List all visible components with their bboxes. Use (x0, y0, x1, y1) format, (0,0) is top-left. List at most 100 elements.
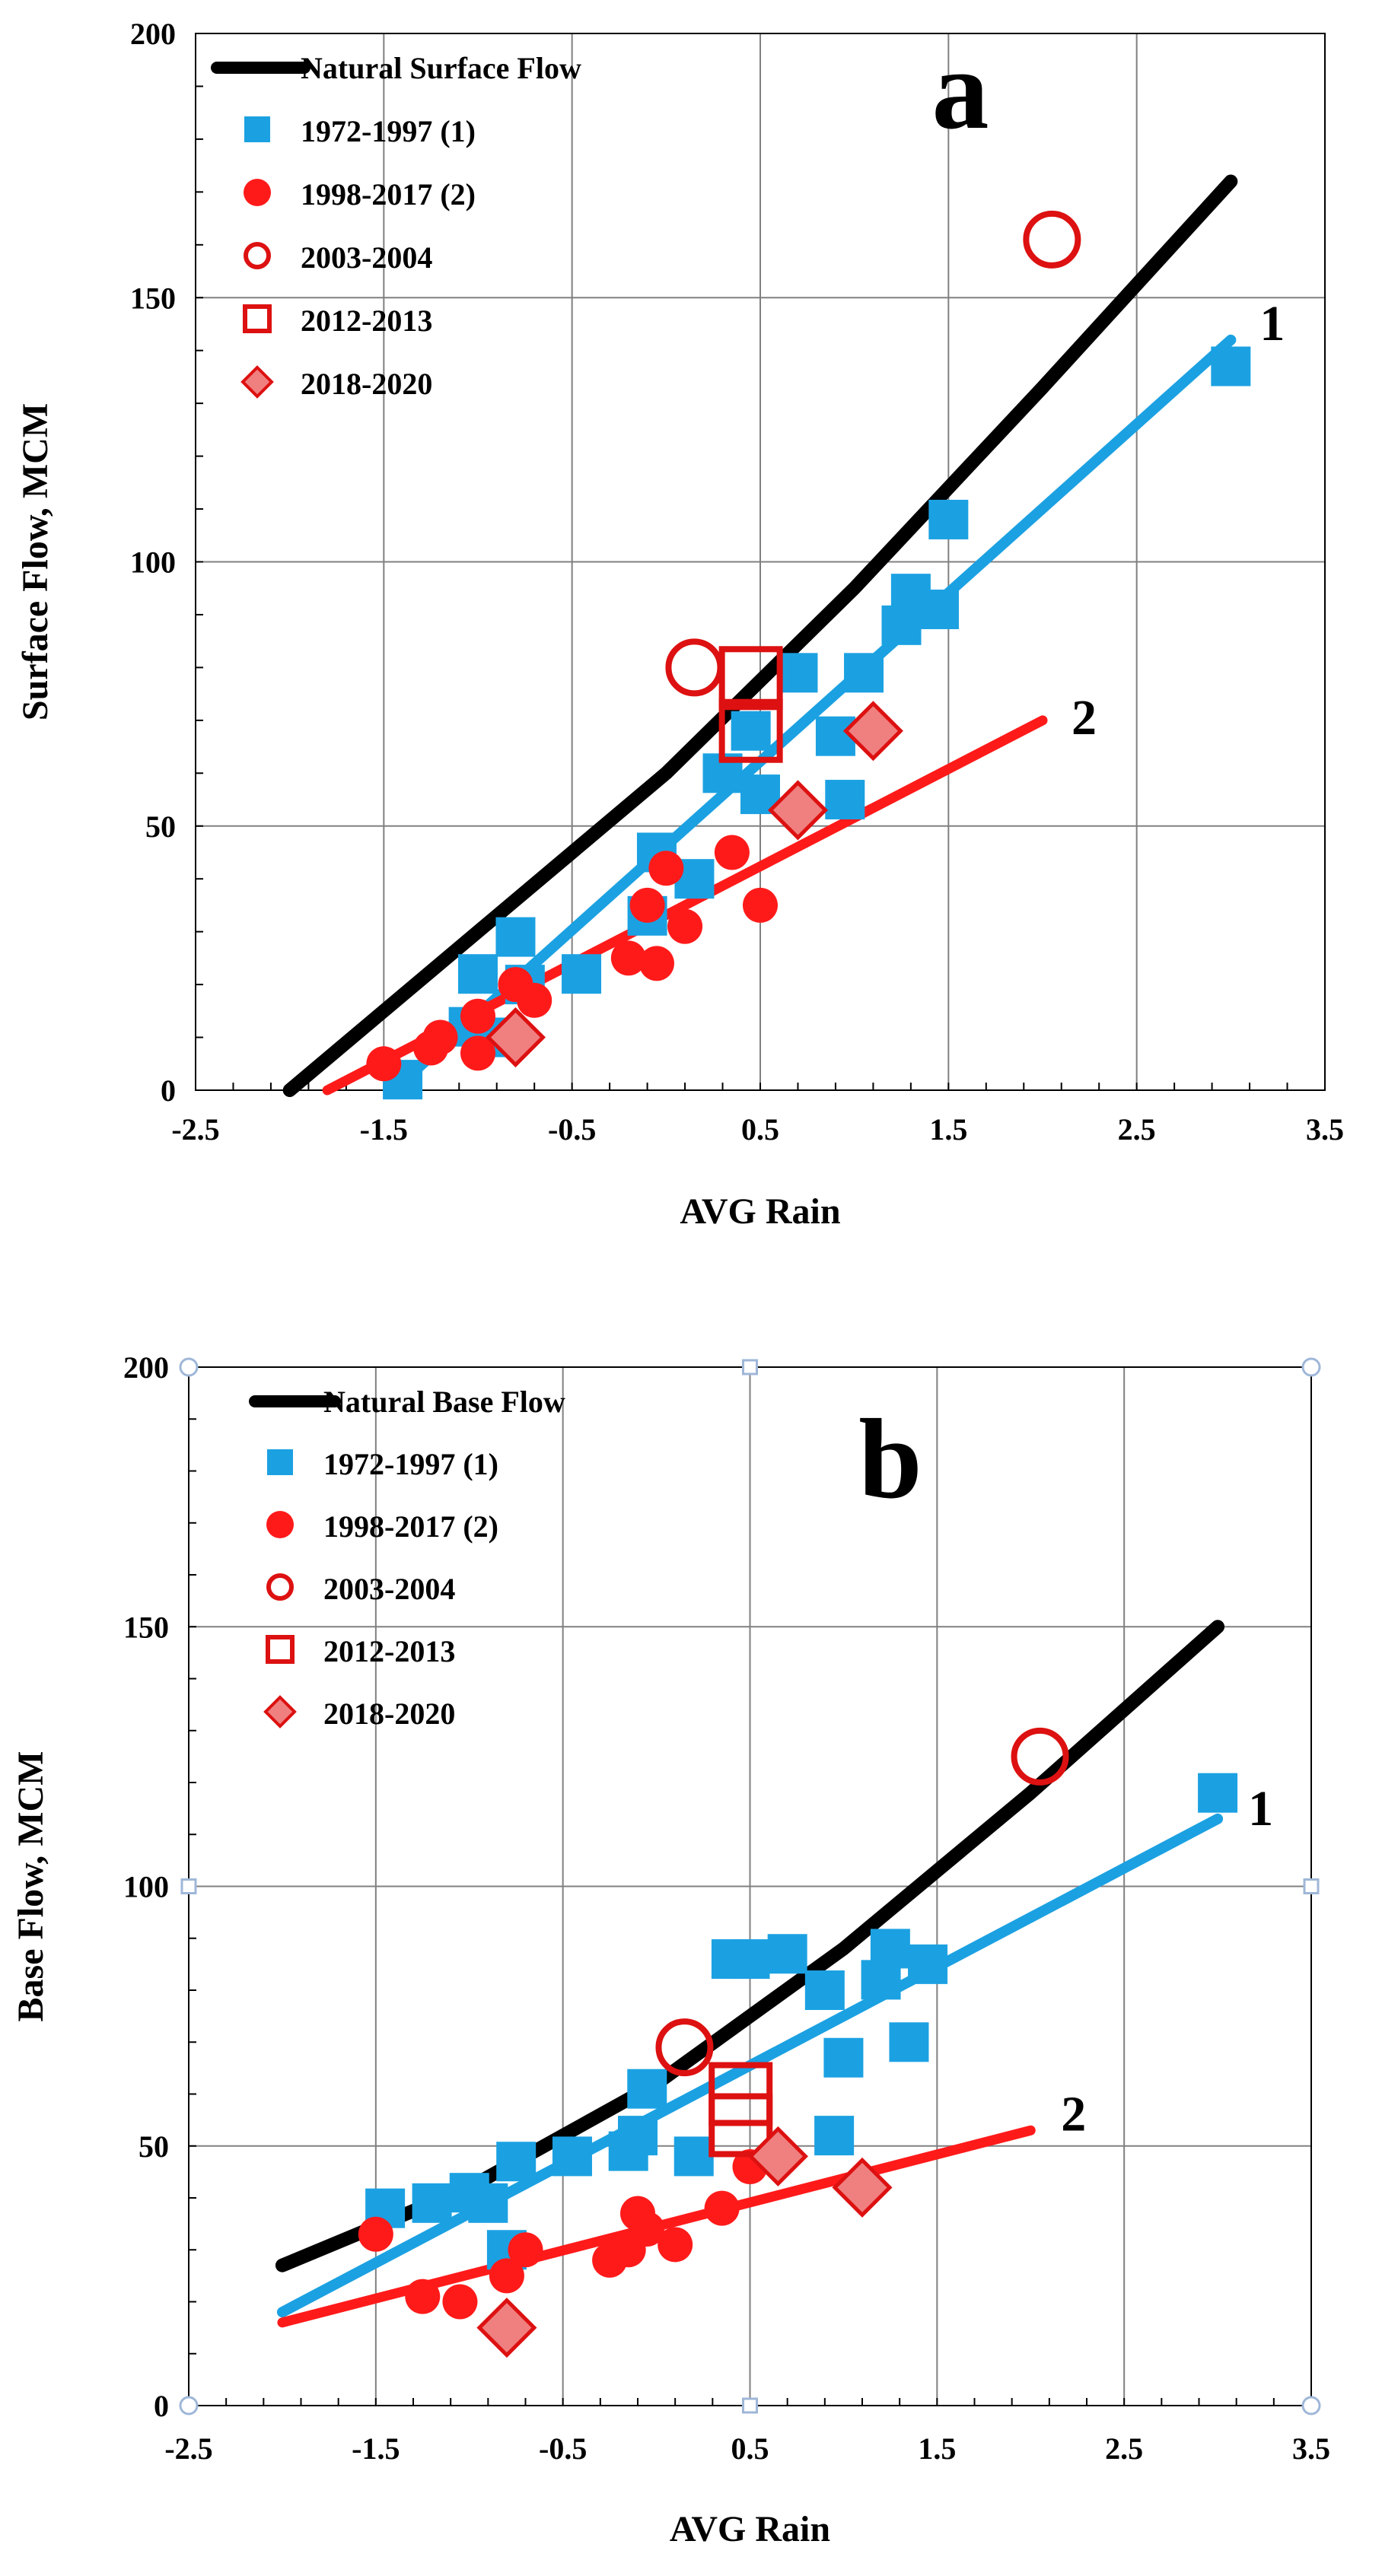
panel-b-resize-handle-corner[interactable] (1301, 2396, 1321, 2415)
panel-a-point-square (495, 917, 536, 957)
panel-b-y-tick-label: 50 (139, 2129, 169, 2164)
panel-b-point-diamond (476, 2298, 537, 2358)
panel-b-point-open-circle (655, 2018, 714, 2077)
panel-b-point-square (412, 2183, 452, 2223)
panel-a-y-axis-title: Surface Flow, MCM (15, 403, 56, 720)
panel-b-legend-label: 2012-2013 (323, 1634, 455, 1668)
panel-a-x-axis-title: AVG Rain (680, 1191, 840, 1232)
panel-b-point-square (908, 1944, 948, 1984)
panel-a-plot-frame (195, 33, 1326, 1091)
panel-b-resize-handle-edge[interactable] (742, 1359, 758, 1375)
panel-a-legend-marker-square (244, 116, 270, 142)
panel-b-point-square (730, 1939, 770, 1980)
panel-b-legend-marker-open-square (266, 1635, 295, 1664)
panel-b-x-tick-label: 3.5 (1292, 2431, 1330, 2466)
panel-a-point-circle (648, 851, 684, 886)
panel-b-point-circle (442, 2284, 478, 2320)
panel-b-x-tick-label: -2.5 (164, 2431, 212, 2466)
panel-a-point-circle (638, 946, 674, 981)
panel-b-x-axis-title: AVG Rain (670, 2509, 830, 2549)
panel-a-y-tick-label: 0 (161, 1073, 176, 1108)
panel-b-point-circle (629, 2211, 665, 2247)
panel-a-point-circle (460, 1035, 495, 1071)
panel-b-point-square (673, 2136, 714, 2177)
panel-b-legend-label: 1972-1997 (1) (323, 1447, 498, 1481)
panel-b-legend-marker-circle (266, 1511, 294, 1538)
panel-a-legend-label: 1998-2017 (2) (301, 177, 476, 211)
panel-a-point-circle (517, 982, 552, 1018)
panel-b-point-square (1198, 1773, 1238, 1813)
panel-a-point-circle (460, 998, 495, 1034)
panel-a-legend-marker-open-circle (244, 242, 271, 269)
panel-b-x-tick-label: 0.5 (731, 2431, 769, 2466)
panel-b-legend-marker-square (267, 1449, 293, 1475)
panel-b-point-circle (658, 2227, 693, 2263)
panel-b-series-label-1: 1 (1248, 1781, 1273, 1837)
panel-b-point-square (814, 2116, 855, 2156)
panel-a-legend-label: 2012-2013 (301, 304, 432, 338)
panel-a-point-square (825, 780, 865, 820)
panel-b-x-tick-label: -1.5 (352, 2431, 400, 2466)
panel-b-panel-letter: b (858, 1396, 922, 1522)
panel-b-point-square (804, 1970, 845, 2010)
panel-a-point-diamond (485, 1007, 546, 1068)
panel-a-legend-marker-circle (244, 179, 271, 206)
chart-panel-b: -2.5 -1.5 -0.5 0.5 1.5 2.5 3.5 0 50 100 150 200 AVG … (11, 1350, 1330, 2549)
panel-b-point-square (468, 2183, 508, 2223)
panel-b-y-axis-title: Base Flow, MCM (11, 1751, 51, 2022)
panel-a-panel-letter: a (932, 27, 989, 153)
panel-b-point-diamond (832, 2157, 893, 2218)
panel-a-x-tick-label: -2.5 (171, 1112, 219, 1146)
panel-b-point-square (627, 2069, 667, 2109)
panel-a-point-circle (413, 1030, 449, 1066)
panel-a-x-tick-label: 1.5 (929, 1112, 967, 1146)
panel-a-point-diamond (842, 701, 903, 762)
panel-b-point-circle (489, 2258, 524, 2294)
panel-b-point-open-circle (1011, 1727, 1069, 1786)
panel-b-point-square (552, 2136, 592, 2177)
panel-b-legend-label: Natural Base Flow (323, 1385, 565, 1419)
panel-b-legend-label: 1998-2017 (2) (323, 1509, 498, 1544)
panel-b-y-tick-label: 0 (154, 2389, 169, 2423)
panel-a-series-label-1: 1 (1259, 296, 1285, 351)
panel-a-y-tick-label: 50 (145, 809, 176, 844)
panel-b-point-square (823, 2037, 864, 2078)
panel-a-point-square (458, 954, 498, 994)
panel-b-x-tick-label: 2.5 (1105, 2431, 1143, 2466)
panel-a-point-circle (714, 835, 750, 870)
panel-a-x-tick-label: 3.5 (1306, 1112, 1344, 1146)
panel-a-x-tick-label: 2.5 (1118, 1112, 1156, 1146)
panel-a-x-tick-label: -1.5 (360, 1112, 408, 1146)
panel-a-point-square (928, 499, 969, 539)
panel-a-point-square (1211, 346, 1251, 386)
panel-a-y-tick-label: 200 (130, 17, 176, 51)
panel-a-legend-label: Natural Surface Flow (301, 51, 581, 85)
panel-b-y-tick-label: 150 (123, 1610, 169, 1644)
panel-b-point-open-square (709, 2093, 773, 2158)
panel-b-resize-handle-edge[interactable] (742, 2397, 758, 2414)
panel-a-legend-marker-diamond (240, 365, 274, 399)
panel-b-series-label-2: 2 (1061, 2086, 1086, 2142)
panel-a-x-tick-label: -0.5 (548, 1112, 596, 1146)
panel-a-point-square (919, 590, 959, 630)
panel-a-point-square (778, 653, 818, 693)
panel-a-point-circle (610, 940, 646, 976)
panel-b-point-circle (358, 2216, 393, 2252)
panel-b-resize-handle-edge[interactable] (180, 1878, 197, 1894)
panel-b-resize-handle-corner[interactable] (179, 1357, 199, 1377)
panel-b-x-tick-label: -0.5 (539, 2431, 587, 2466)
panel-b-y-tick-label: 200 (123, 1350, 169, 1385)
panel-b-resize-handle-corner[interactable] (1301, 1357, 1321, 1377)
panel-b-legend-marker-open-circle (266, 1573, 294, 1601)
panel-b-resize-handle-edge[interactable] (1303, 1878, 1320, 1894)
panel-b-legend-marker-diamond (263, 1695, 297, 1728)
panel-b-point-circle (508, 2232, 543, 2268)
panel-a-line-0 (282, 174, 1238, 1097)
panel-b-x-tick-label: 1.5 (918, 2431, 956, 2466)
panel-b-legend-label: 2003-2004 (323, 1572, 455, 1606)
chart-panel-a: -2.5 -1.5 -0.5 0.5 1.5 2.5 3.5 0 50 100 150 200 AVG … (15, 17, 1344, 1232)
panel-b-resize-handle-corner[interactable] (179, 2396, 199, 2415)
panel-a-point-circle (743, 887, 778, 923)
panel-a-y-tick-label: 150 (130, 281, 176, 315)
